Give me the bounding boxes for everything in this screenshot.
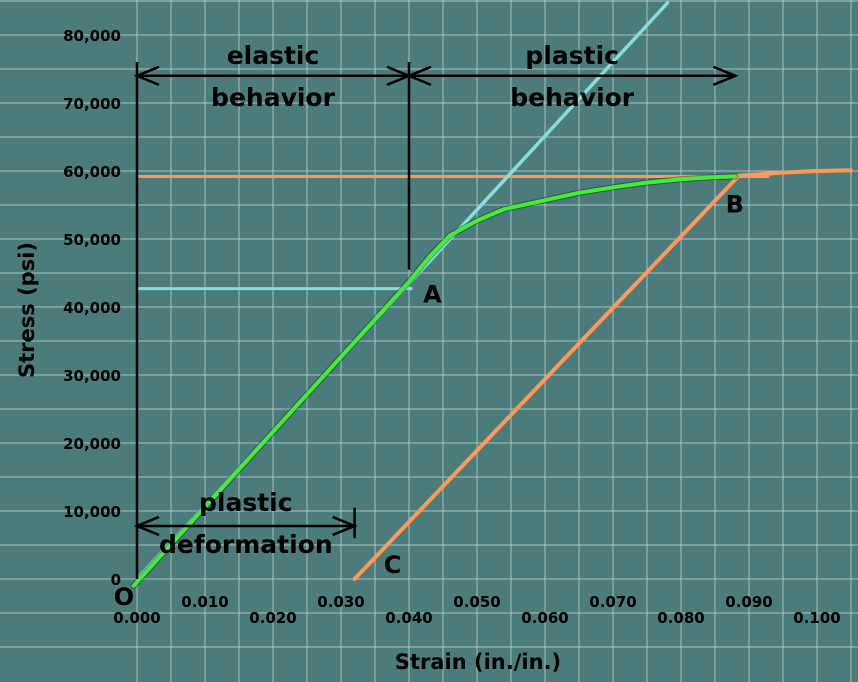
point-label-a: A bbox=[423, 281, 442, 309]
x-tick-label: 0.060 bbox=[521, 609, 568, 627]
x-tick-label: 0.080 bbox=[657, 609, 704, 627]
y-tick-label: 30,000 bbox=[63, 367, 121, 385]
x-tick-label: 0.020 bbox=[249, 609, 296, 627]
y-tick-label: 20,000 bbox=[63, 435, 121, 453]
y-axis-title: Stress (psi) bbox=[15, 242, 39, 378]
arrow-head bbox=[133, 515, 160, 537]
y-tick-label: 60,000 bbox=[63, 163, 121, 181]
span-label: elastic bbox=[227, 41, 320, 70]
y-tick-label: 50,000 bbox=[63, 231, 121, 249]
span-label: deformation bbox=[159, 530, 333, 559]
reference-lines bbox=[137, 174, 770, 291]
x-tick-label: 0.000 bbox=[113, 609, 160, 627]
y-tick-label: 70,000 bbox=[63, 95, 121, 113]
x-tick-label: 0.030 bbox=[317, 593, 364, 611]
span-label: plastic bbox=[199, 488, 293, 517]
x-tick-label: 0.090 bbox=[725, 593, 772, 611]
y-tick-label: 10,000 bbox=[63, 503, 121, 521]
x-tick-label: 0.100 bbox=[793, 609, 840, 627]
series-line bbox=[352, 168, 853, 581]
y-tick-label: 0 bbox=[111, 571, 121, 589]
x-tick-label: 0.040 bbox=[385, 609, 432, 627]
x-axis-title: Strain (in./in.) bbox=[395, 650, 561, 674]
y-tick-label: 40,000 bbox=[63, 299, 121, 317]
x-tick-label: 0.050 bbox=[453, 593, 500, 611]
tick-labels: 0 10,000 20,000 30,000 40,000 50,000 60,000 70,… bbox=[63, 27, 841, 627]
span-label: behavior bbox=[211, 83, 336, 112]
y-tick-label: 80,000 bbox=[63, 27, 121, 45]
series-line bbox=[131, 174, 738, 588]
span-label: behavior bbox=[510, 83, 635, 112]
point-label-b: B bbox=[726, 190, 744, 218]
span-annotations: elastic behavior plastic behavior plastic def… bbox=[133, 41, 739, 559]
point-label-o: O bbox=[114, 583, 134, 611]
point-labels: O A B C bbox=[114, 190, 744, 611]
series-line-shadow bbox=[130, 173, 739, 589]
arrow-head bbox=[133, 65, 160, 86]
arrow-head bbox=[712, 65, 739, 86]
series-group bbox=[130, 1, 853, 589]
x-tick-label: 0.070 bbox=[589, 593, 636, 611]
point-label-c: C bbox=[384, 551, 402, 579]
x-tick-label: 0.010 bbox=[181, 593, 228, 611]
span-label: plastic bbox=[525, 41, 619, 70]
